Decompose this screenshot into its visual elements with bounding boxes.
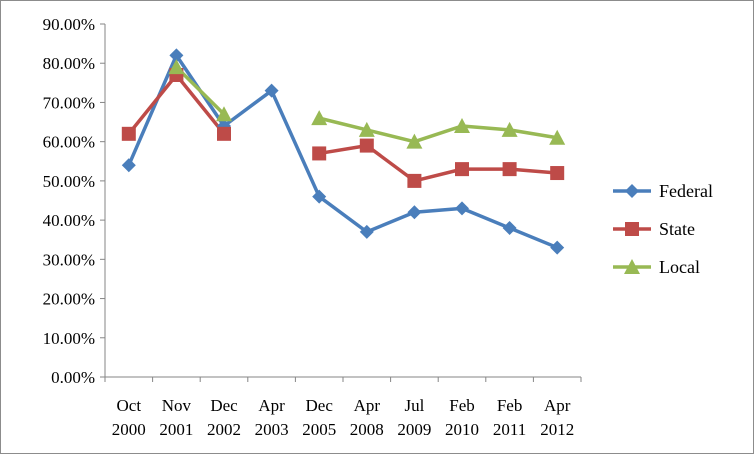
state-data-point bbox=[217, 126, 231, 141]
series-lines bbox=[127, 53, 559, 250]
x-tick-label-year: 2009 bbox=[397, 420, 431, 439]
state-data-point bbox=[407, 173, 422, 188]
local-series-line bbox=[174, 65, 226, 116]
state-data-point bbox=[359, 138, 374, 153]
local-data-point bbox=[549, 129, 566, 145]
x-tick-label-year: 2008 bbox=[350, 420, 384, 439]
local-data-point bbox=[406, 133, 423, 149]
y-tick-label: 50.00% bbox=[43, 172, 95, 191]
federal-data-point bbox=[121, 158, 136, 173]
local-series-line bbox=[317, 116, 559, 144]
y-axis-ticks: 0.00% 10.00% 20.00% 30.00% 40.00% 50.00% 60.00… bbox=[43, 15, 105, 387]
federal-data-point bbox=[312, 189, 327, 204]
local-data-point bbox=[454, 117, 470, 133]
x-tick-label-month: Feb bbox=[497, 396, 523, 415]
y-tick-label: 70.00% bbox=[43, 93, 95, 112]
federal-data-point bbox=[169, 48, 184, 63]
federal-data-point bbox=[455, 201, 469, 216]
x-tick-label-month: Apr bbox=[258, 396, 285, 415]
x-tick-label-year: 2000 bbox=[112, 420, 146, 439]
series-markers bbox=[121, 48, 566, 255]
local-data-point bbox=[501, 121, 518, 137]
federal-data-point bbox=[217, 118, 231, 133]
y-tick-label: 80.00% bbox=[43, 54, 95, 73]
y-tick-label: 40.00% bbox=[43, 211, 95, 230]
federal-data-point bbox=[407, 205, 422, 220]
legend-federal-label: Federal bbox=[659, 181, 713, 201]
x-tick-label-month: Nov bbox=[162, 396, 192, 415]
x-tick-label-year: 2012 bbox=[540, 420, 574, 439]
x-tick-label-year: 2003 bbox=[255, 420, 289, 439]
x-axis-ticks: Oct 2000 Nov 2001 Dec 2002 Apr 2003 Dec 2005 Apr 20… bbox=[104, 377, 582, 439]
federal-data-point bbox=[359, 224, 374, 239]
y-tick-label: 0.00% bbox=[51, 368, 95, 387]
y-tick-label: 60.00% bbox=[43, 133, 95, 152]
y-tick-label: 30.00% bbox=[43, 250, 95, 269]
federal-data-point bbox=[502, 220, 517, 235]
x-tick-label-month: Feb bbox=[449, 396, 475, 415]
state-data-point bbox=[121, 126, 136, 141]
legend-state-marker bbox=[625, 222, 639, 236]
x-tick-label-year: 2011 bbox=[493, 420, 526, 439]
x-tick-label-month: Jul bbox=[404, 396, 424, 415]
y-tick-label: 20.00% bbox=[43, 290, 95, 309]
legend: Federal State Local bbox=[613, 181, 713, 277]
x-tick-label-month: Dec bbox=[210, 396, 238, 415]
state-data-point bbox=[502, 162, 517, 177]
local-data-point bbox=[216, 106, 232, 122]
x-tick-label-year: 2010 bbox=[445, 420, 479, 439]
state-series-line bbox=[317, 143, 559, 183]
x-tick-label-year: 2005 bbox=[302, 420, 336, 439]
x-tick-label-year: 2002 bbox=[207, 420, 241, 439]
federal-data-point bbox=[264, 83, 279, 98]
local-data-point bbox=[358, 121, 375, 137]
x-tick-label-month: Apr bbox=[544, 396, 571, 415]
y-tick-label: 10.00% bbox=[43, 329, 95, 348]
federal-data-point bbox=[550, 240, 565, 255]
state-data-point bbox=[455, 162, 469, 177]
x-tick-label-month: Dec bbox=[306, 396, 334, 415]
x-tick-label-month: Apr bbox=[354, 396, 381, 415]
state-data-point bbox=[312, 146, 327, 161]
state-data-point bbox=[550, 166, 565, 181]
local-data-point bbox=[311, 110, 328, 126]
legend-local-label: Local bbox=[659, 257, 700, 277]
legend-state-label: State bbox=[659, 219, 695, 239]
y-tick-label: 90.00% bbox=[43, 15, 95, 34]
x-tick-label-month: Oct bbox=[117, 396, 142, 415]
x-tick-label-year: 2001 bbox=[159, 420, 193, 439]
legend-federal-marker bbox=[625, 184, 639, 198]
local-data-point bbox=[168, 59, 185, 75]
legend-local-marker bbox=[624, 259, 640, 274]
